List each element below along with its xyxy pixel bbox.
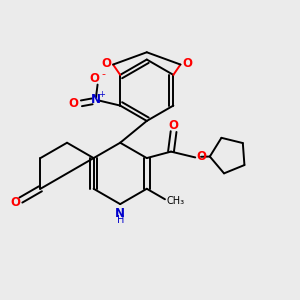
Text: N: N	[115, 207, 125, 220]
Text: CH₃: CH₃	[167, 196, 185, 206]
Text: O: O	[196, 150, 206, 163]
Text: O: O	[68, 98, 78, 110]
Text: N: N	[91, 93, 101, 106]
Text: O: O	[101, 57, 111, 70]
Text: O: O	[89, 72, 99, 85]
Text: O: O	[11, 196, 21, 209]
Text: O: O	[169, 118, 178, 132]
Text: -: -	[101, 69, 105, 79]
Text: O: O	[183, 57, 193, 70]
Text: +: +	[98, 90, 105, 99]
Text: H: H	[116, 214, 124, 225]
